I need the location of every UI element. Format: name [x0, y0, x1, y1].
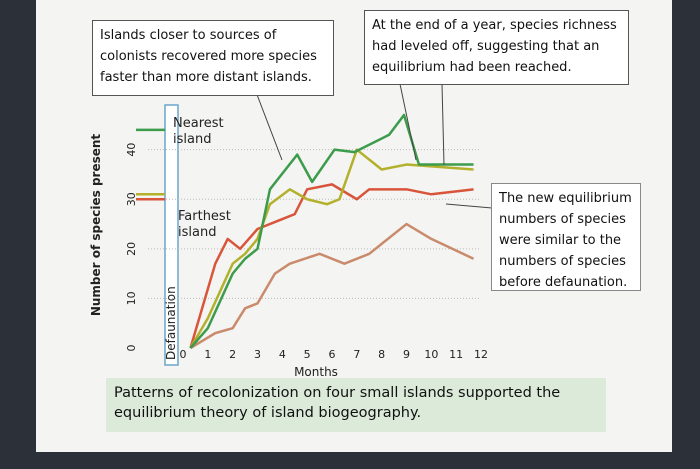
x-tick-label: 8	[378, 348, 385, 361]
x-tick-label: 10	[424, 348, 438, 361]
x-tick-label: 12	[474, 348, 488, 361]
y-tick-label: 10	[125, 291, 138, 305]
x-tick-label: 6	[329, 348, 336, 361]
x-axis-label: Months	[294, 365, 338, 379]
pointer	[445, 203, 493, 209]
pointers	[255, 83, 493, 209]
caption: Patterns of recolonization on four small…	[106, 378, 606, 432]
series-line	[189, 222, 475, 350]
x-tick-label: 0	[180, 348, 187, 361]
annotation: At the end of a year, species richness h…	[364, 10, 629, 85]
chart: Defaunation Number of species present Mo…	[89, 83, 493, 379]
y-tick-label: 20	[125, 242, 138, 256]
series-label: Nearest island	[173, 116, 224, 147]
series-label: Farthest island	[178, 209, 231, 240]
series-line	[189, 183, 474, 349]
pointer	[441, 83, 445, 166]
pointer	[399, 83, 417, 161]
x-tick-label: 3	[254, 348, 261, 361]
page: Defaunation Number of species present Mo…	[36, 0, 672, 452]
defaunation-bar	[164, 104, 179, 366]
series-line	[189, 148, 474, 349]
y-tick-label: 30	[125, 192, 138, 206]
x-tick-label: 4	[279, 348, 286, 361]
series-line	[189, 113, 474, 349]
x-tick-label: 5	[304, 348, 311, 361]
x-tick-label: 11	[449, 348, 463, 361]
x-tick-label: 7	[353, 348, 360, 361]
defaunation-label: Defaunation	[164, 286, 178, 360]
y-axis-label: Number of species present	[89, 134, 103, 317]
annotation: The new equilibrium numbers of species w…	[491, 183, 641, 291]
pointer	[255, 91, 283, 161]
x-tick-label: 9	[403, 348, 410, 361]
y-tick-label: 40	[125, 143, 138, 157]
y-tick-label: 0	[125, 345, 138, 352]
annotation: Islands closer to sources of colonists r…	[92, 20, 334, 96]
x-tick-label: 1	[204, 348, 211, 361]
x-tick-label: 2	[229, 348, 236, 361]
